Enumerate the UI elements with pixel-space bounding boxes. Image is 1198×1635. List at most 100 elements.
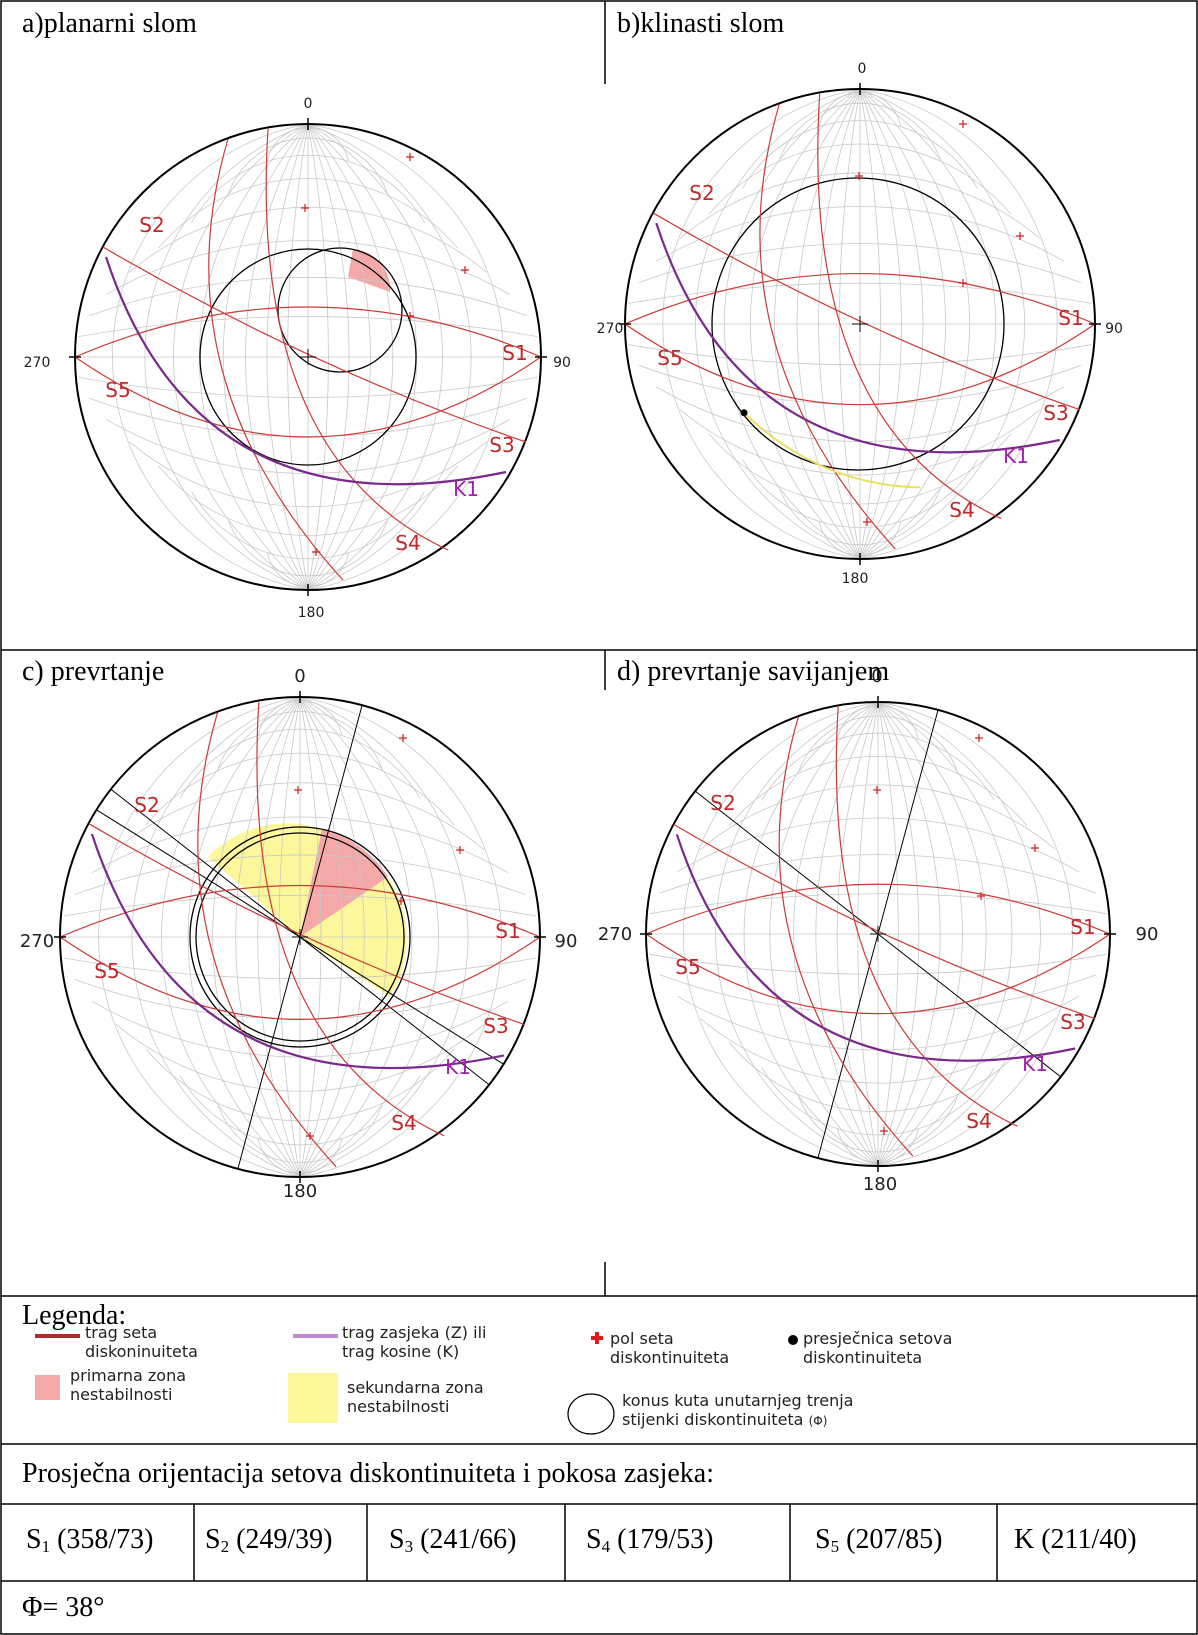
set-trace-s4: [265, 128, 449, 551]
compass-label-s: 180: [298, 605, 325, 621]
friction-cone-inner: [195, 832, 405, 1042]
secondary-zone-edge: [743, 412, 921, 489]
legend-primary-zone-label: primarna zona nestabilnosti: [70, 1366, 187, 1404]
pole-marker: [959, 279, 967, 287]
set-trace-s3: [102, 246, 527, 443]
center-mark: [870, 926, 886, 942]
compass-label-e: 90: [555, 931, 578, 952]
pole-marker: [855, 172, 863, 180]
compass-label-s: 180: [283, 1181, 317, 1202]
compass-label-n: 0: [304, 96, 313, 112]
slope-label-k1: K1: [1003, 444, 1029, 468]
orientation-k: K (211/40): [1014, 1524, 1137, 1555]
set-trace-s2: [197, 712, 337, 1168]
compass-label-n: 0: [294, 666, 305, 687]
set-traces: [59, 702, 541, 1168]
legend-pole-label: pol seta diskontinuiteta: [610, 1329, 730, 1367]
intersection-point: [740, 409, 748, 417]
pole-marker: [959, 120, 967, 128]
compass-ticks: [54, 691, 546, 1183]
set-label-s3: S3: [1043, 401, 1068, 425]
secondary-zone: [208, 823, 322, 937]
set-label-s3: S3: [483, 1014, 508, 1038]
set-label-s3: S3: [489, 433, 514, 457]
compass-ticks: [69, 118, 547, 596]
panel-a-title: a)planarni slom: [22, 8, 197, 39]
compass-label-e: 90: [553, 355, 571, 371]
friction-cone: [199, 248, 417, 466]
set-label-s5: S5: [657, 346, 682, 370]
stereonet-b: 0 90 180 270 S1 S2 S3 S4 S5 K1: [597, 61, 1123, 587]
legend-heading: Legenda:: [22, 1300, 127, 1331]
set-label-s4: S4: [391, 1111, 416, 1135]
compass-ticks: [619, 83, 1101, 565]
pole-marker: [406, 153, 414, 161]
pole-marker: [312, 548, 320, 556]
legend-intersection-icon: [788, 1335, 798, 1345]
stereonet-c: 0 90 180 270 S1 S2 S3 S4 S5 K1: [20, 666, 578, 1202]
pole-marker: [294, 786, 302, 794]
pole-marker: [863, 518, 871, 526]
set-traces: [645, 706, 1111, 1157]
orientation-s4: S4 (179/53): [586, 1524, 714, 1556]
set-trace-s3: [673, 823, 1096, 1020]
legend-slope-trace-label: trag zasjeka (Z) ili trag kosine (K): [342, 1323, 487, 1361]
slope-trace-k1: [104, 256, 507, 486]
set-label-s3: S3: [1060, 1010, 1085, 1034]
set-label-s1: S1: [495, 919, 520, 943]
legend-friction-cone-icon: [567, 1393, 615, 1435]
pole-marker: [397, 897, 405, 905]
set-label-s4: S4: [395, 531, 420, 555]
orientation-s5: S5 (207/85): [815, 1524, 943, 1556]
pole-marker: [1031, 844, 1039, 852]
set-trace-s4: [835, 706, 1018, 1127]
compass-label-n: 0: [871, 666, 882, 687]
slope-label-k1: K1: [445, 1055, 471, 1079]
compass-label-w: 270: [598, 924, 632, 945]
pole-marker: [873, 786, 881, 794]
center-mark: [292, 929, 308, 945]
compass-label-s: 180: [863, 1174, 897, 1195]
panel-d-title: d) prevrtanje savijanjem: [617, 656, 890, 687]
compass-label-s: 180: [842, 571, 869, 587]
orientation-s1: S1 (358/73): [26, 1524, 154, 1556]
set-label-s1: S1: [502, 341, 527, 365]
slope-label-k1: K1: [1022, 1052, 1048, 1076]
compass-label-n: 0: [858, 61, 867, 77]
panel-c-title: c) prevrtanje: [22, 656, 165, 687]
slope-trace-k1: [675, 834, 1076, 1062]
set-label-s4: S4: [966, 1109, 991, 1133]
compass-label-e: 90: [1136, 924, 1159, 945]
net-grid: [75, 123, 541, 591]
pole-marker: [406, 312, 414, 320]
legend-friction-cone-label: konus kuta unutarnjeg trenja stijenki dis…: [622, 1391, 854, 1429]
legend-pole-icon: [591, 1332, 603, 1344]
set-label-s2: S2: [134, 793, 159, 817]
set-label-s5: S5: [94, 959, 119, 983]
legend-secondary-zone-swatch: [288, 1373, 338, 1423]
set-trace-s4: [817, 94, 1002, 520]
legend-secondary-zone-label: sekundarna zona nestabilnosti: [347, 1378, 484, 1416]
compass-label-e: 90: [1105, 321, 1123, 337]
orientation-s2: S2 (249/39): [205, 1524, 333, 1556]
pole-marker: [301, 204, 309, 212]
pole-marker: [461, 266, 469, 274]
set-trace-s3: [88, 823, 525, 1026]
compass-label-w: 270: [597, 321, 624, 337]
legend-primary-zone-swatch: [35, 1375, 60, 1400]
compass-label-w: 270: [24, 355, 51, 371]
net-grid: [646, 701, 1110, 1167]
center-mark: [852, 316, 868, 332]
center-mark: [300, 349, 316, 365]
set-label-s2: S2: [139, 213, 164, 237]
slope-trace-k1: [90, 833, 505, 1070]
set-trace-s4: [256, 702, 445, 1137]
pole-marker: [456, 846, 464, 854]
stereonet-d: 0 90 180 270 S1 S2 S3 S4 S5 K1: [598, 666, 1159, 1195]
set-trace-s3: [652, 212, 1081, 411]
set-label-s1: S1: [1058, 306, 1083, 330]
pole-marker: [306, 1132, 314, 1140]
orientation-s3: S3 (241/66): [389, 1524, 517, 1556]
legend-swatches: [35, 1332, 798, 1435]
